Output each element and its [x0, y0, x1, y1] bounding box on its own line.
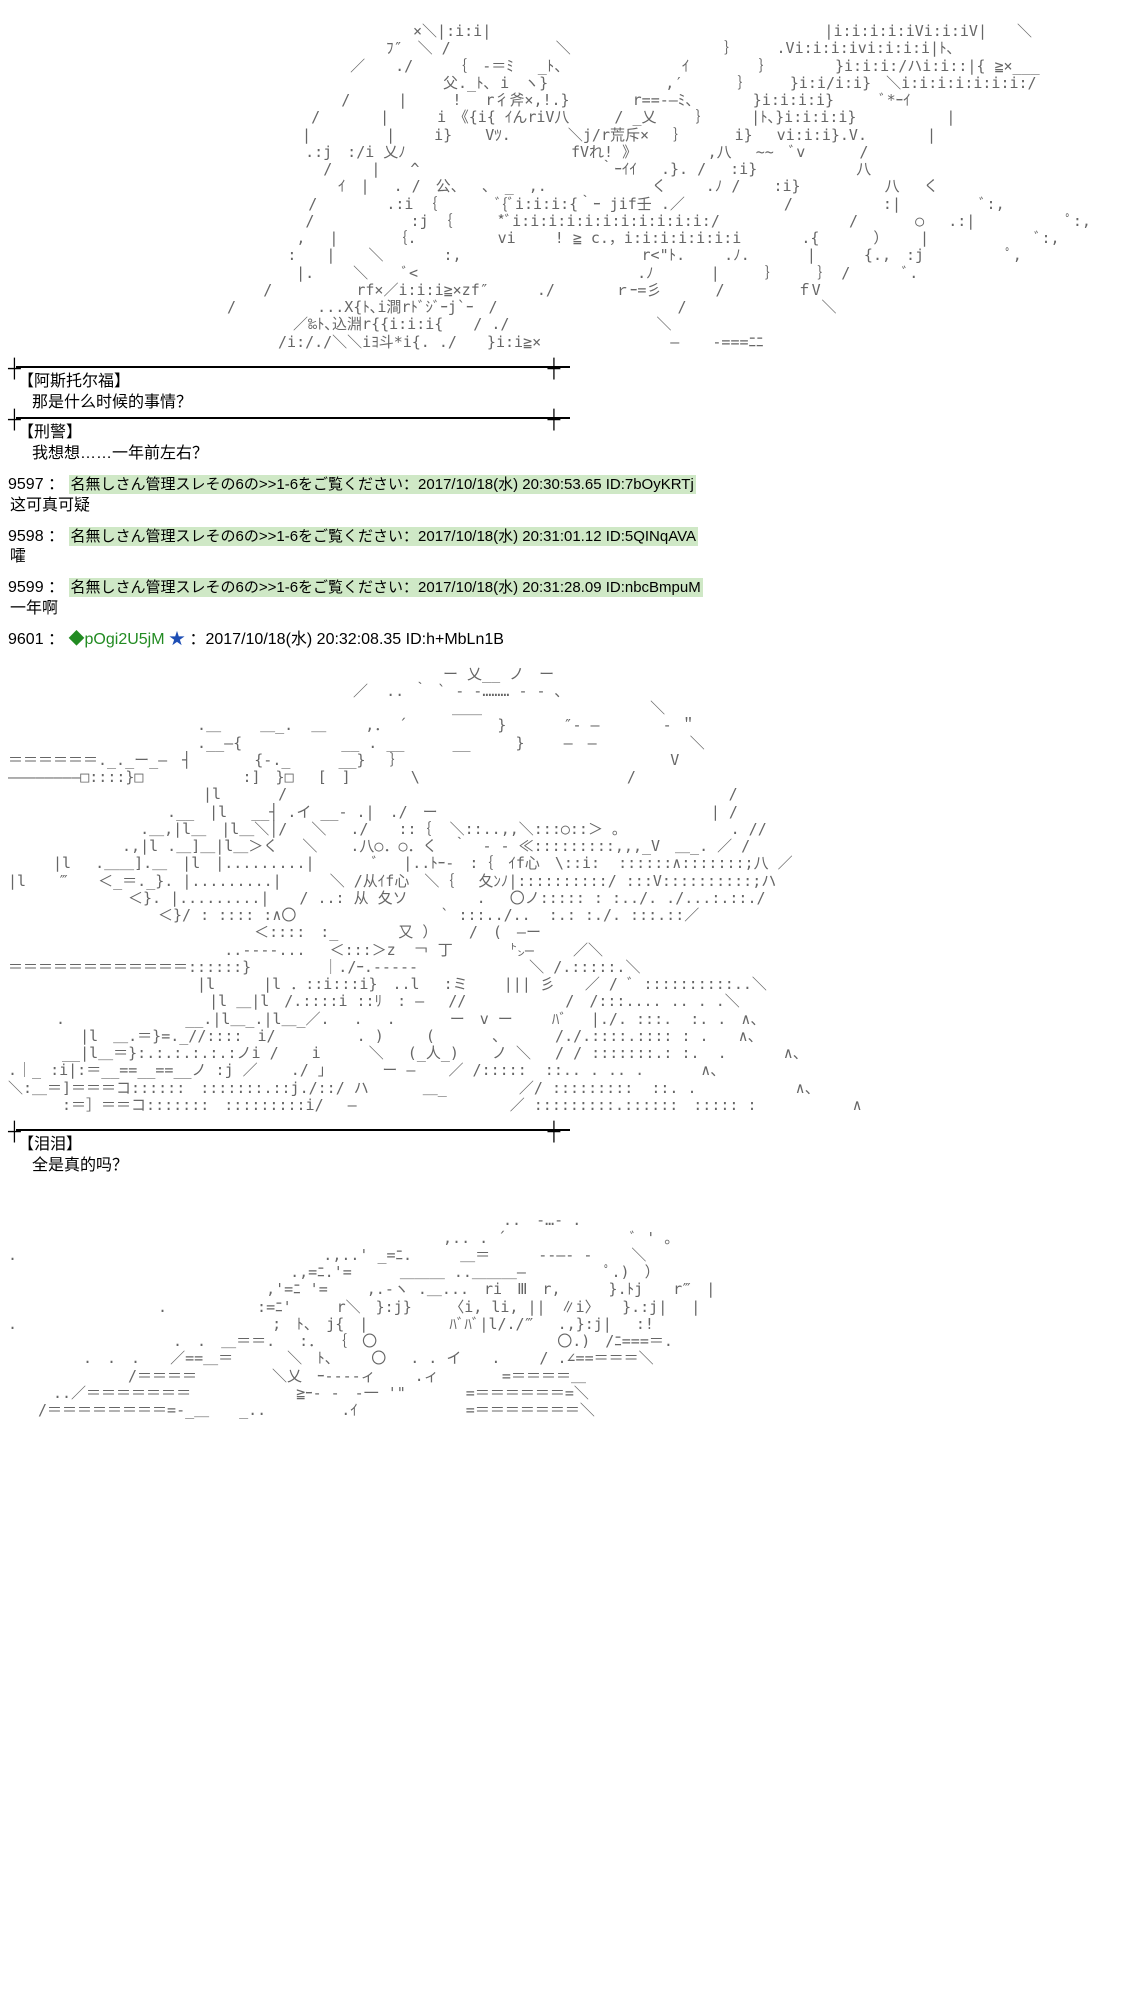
divider-1: ┼ ┼: [8, 366, 1132, 368]
star-icon: ★: [169, 631, 185, 648]
dialogue-leilei: 全是真的吗？: [32, 1156, 1132, 1177]
divider-2: ┼ ┼: [8, 417, 1132, 419]
speaker-detective: 【刑警】: [18, 423, 1132, 444]
post-header: 名無しさん管理スレその6の>>1-6をご覧ください：2017/10/18(水) …: [69, 475, 696, 494]
post-colon: ：: [48, 579, 64, 596]
post-9601: 9601 ： ◆pOgi2U5jM ★ ：2017/10/18(水) 20:32…: [8, 630, 1132, 651]
post-9597: 9597 ： 名無しさん管理スレその6の>>1-6をご覧ください：2017/10…: [8, 475, 1132, 517]
speaker-astolfo: 【阿斯托尔福】: [18, 372, 1132, 393]
post-colon: ：: [48, 476, 64, 493]
post-header: 名無しさん管理スレその6の>>1-6をご覧ください：2017/10/18(水) …: [69, 527, 699, 546]
post-number: 9597: [8, 476, 44, 493]
post-number: 9599: [8, 579, 44, 596]
post-number: 9598: [8, 528, 44, 545]
post-meta: ：2017/10/18(水) 20:32:08.35 ID:h+MbLn1B: [189, 631, 503, 648]
dialogue-astolfo: 那是什么时候的事情？: [32, 393, 1132, 414]
ascii-art-2: ー 乂__ ノ ー ／ .. ｀ ` ‐ ‐……… ‐ ‐ ､ ＿＿ ＼ .＿ …: [8, 666, 1132, 1115]
post-header: 名無しさん管理スレその6の>>1-6をご覧ください：2017/10/18(水) …: [69, 578, 703, 597]
post-9598: 9598 ： 名無しさん管理スレその6の>>1-6をご覧ください：2017/10…: [8, 527, 1132, 569]
post-colon: ：: [48, 631, 64, 648]
tripcode[interactable]: ◆pOgi2U5jM: [69, 631, 165, 648]
speaker-leilei: 【泪泪】: [18, 1135, 1132, 1156]
ascii-art-1: ×＼|:i:i| |i:i:i:i:iVi:i:iV| ＼ ﾌ″ ＼ / ＼ ｝…: [8, 23, 1132, 351]
post-colon: ：: [48, 528, 64, 545]
post-body: 这可真可疑: [10, 496, 1132, 517]
post-9599: 9599 ： 名無しさん管理スレその6の>>1-6をご覧ください：2017/10…: [8, 578, 1132, 620]
divider-3: ┼ ┼: [8, 1129, 1132, 1131]
post-body: 一年啊: [10, 599, 1132, 620]
post-body: 嚯: [10, 547, 1132, 568]
post-number: 9601: [8, 631, 44, 648]
ascii-art-3: .. ‐…- . ,.. . ´ ﾞ ' ｡ . .,..' _=ﾆ. ＿＝ -…: [8, 1212, 1132, 1419]
dialogue-detective: 我想想……一年前左右？: [32, 444, 1132, 465]
